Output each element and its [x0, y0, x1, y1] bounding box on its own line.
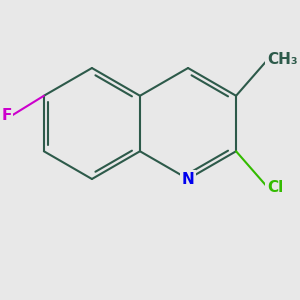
- Text: N: N: [182, 172, 194, 187]
- Text: Cl: Cl: [268, 180, 284, 195]
- Text: CH₃: CH₃: [268, 52, 298, 67]
- Text: F: F: [2, 108, 12, 123]
